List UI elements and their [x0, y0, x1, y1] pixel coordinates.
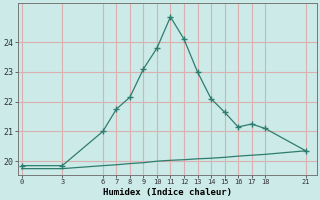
X-axis label: Humidex (Indice chaleur): Humidex (Indice chaleur) — [103, 188, 232, 197]
